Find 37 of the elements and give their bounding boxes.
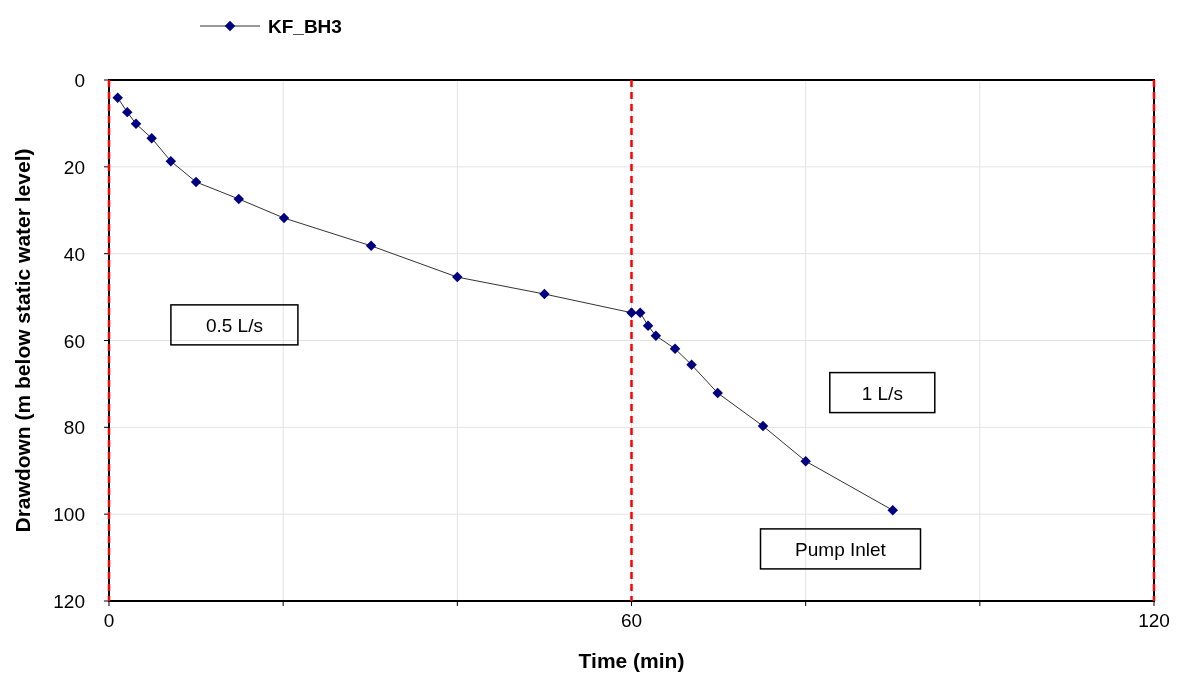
y-tick-label: 60 xyxy=(63,330,85,352)
y-axis-title: Drawdown (m below static water level) xyxy=(11,148,34,533)
point xyxy=(130,118,142,130)
point xyxy=(365,240,377,252)
point xyxy=(122,106,133,118)
y-tick-label: 100 xyxy=(53,504,85,526)
x-tick-label: 60 xyxy=(620,610,643,631)
point xyxy=(626,307,637,318)
x-tick-label: 120 xyxy=(1138,610,1170,631)
point xyxy=(686,359,697,371)
point xyxy=(800,455,811,467)
point xyxy=(233,193,244,205)
x-axis-title: Time (min) xyxy=(578,649,685,672)
point xyxy=(165,155,177,167)
y-tick-label: 80 xyxy=(63,417,85,439)
point xyxy=(650,330,662,341)
y-tick-label: 120 xyxy=(53,591,85,612)
annotation: 1 L/s xyxy=(861,382,903,404)
y-tick-label: 20 xyxy=(63,156,85,178)
annotation: 0.5 L/s xyxy=(205,314,263,336)
x-tick-label: 0 xyxy=(103,610,115,631)
point xyxy=(634,307,646,318)
annotation: Pump Inlet xyxy=(795,538,887,560)
point xyxy=(887,505,898,516)
point xyxy=(712,387,723,399)
point xyxy=(112,92,123,104)
point xyxy=(278,212,290,224)
legend-label: KF_BH3 xyxy=(268,16,342,37)
point xyxy=(452,271,463,283)
y-tick-label: 40 xyxy=(63,243,85,265)
point xyxy=(190,176,202,188)
point xyxy=(146,132,157,144)
point xyxy=(642,320,654,331)
point xyxy=(539,288,550,300)
point xyxy=(757,420,769,432)
y-tick-label: 0 xyxy=(74,70,85,91)
point xyxy=(669,343,681,354)
